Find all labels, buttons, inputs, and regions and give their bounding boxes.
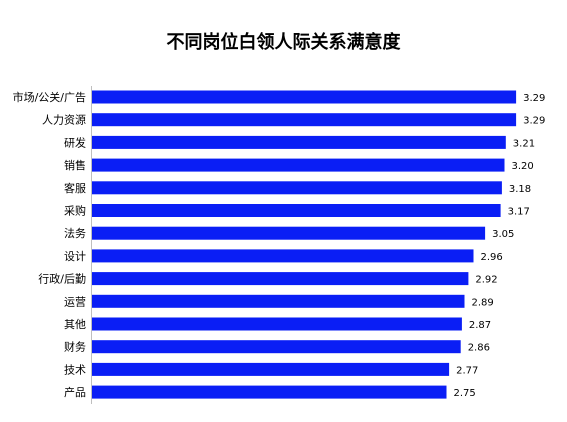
bar (92, 249, 474, 263)
bar (92, 113, 517, 127)
bar (92, 317, 462, 331)
value-label: 2.87 (469, 320, 491, 331)
category-label: 技术 (64, 363, 86, 376)
category-label: 行政/后勤 (38, 272, 86, 286)
value-label: 2.89 (472, 297, 494, 308)
bar (92, 362, 450, 376)
category-label: 财务 (64, 340, 86, 354)
bar (92, 294, 465, 308)
value-label: 3.20 (512, 161, 534, 172)
category-label: 采购 (64, 204, 86, 218)
value-label: 2.77 (456, 365, 478, 376)
bar (92, 340, 461, 354)
category-label: 设计 (64, 250, 86, 263)
category-label: 运营 (64, 294, 86, 308)
value-label: 3.21 (513, 138, 535, 149)
category-label: 客服 (64, 181, 86, 195)
category-label: 销售 (64, 158, 86, 172)
category-label: 法务 (64, 226, 86, 240)
value-label: 2.86 (468, 343, 490, 354)
category-label: 研发 (64, 135, 86, 149)
value-label: 3.05 (492, 229, 514, 240)
value-label: 3.29 (523, 93, 545, 104)
category-label: 人力资源 (42, 113, 86, 127)
chart-title: 不同岗位白领人际关系满意度 (166, 32, 401, 53)
bar (92, 272, 469, 286)
bar (92, 226, 486, 240)
bar (92, 181, 502, 195)
value-label: 2.75 (454, 388, 476, 399)
bars-layer: 市场/公关/广告 3.29 人力资源 3.29 研发 3.21 销售 3.20 客服 3.18 采购… (13, 90, 546, 399)
category-label: 其他 (64, 318, 86, 331)
value-label: 2.92 (475, 275, 497, 286)
bar (92, 90, 517, 104)
value-label: 3.29 (523, 116, 545, 127)
value-label: 2.96 (481, 252, 503, 263)
value-label: 3.17 (508, 207, 530, 218)
bar (92, 204, 501, 217)
bar (92, 385, 447, 399)
category-label: 市场/公关/广告 (13, 90, 86, 104)
bar (92, 135, 506, 149)
value-label: 3.18 (509, 184, 531, 195)
category-label: 产品 (64, 385, 86, 399)
bar (92, 158, 505, 172)
